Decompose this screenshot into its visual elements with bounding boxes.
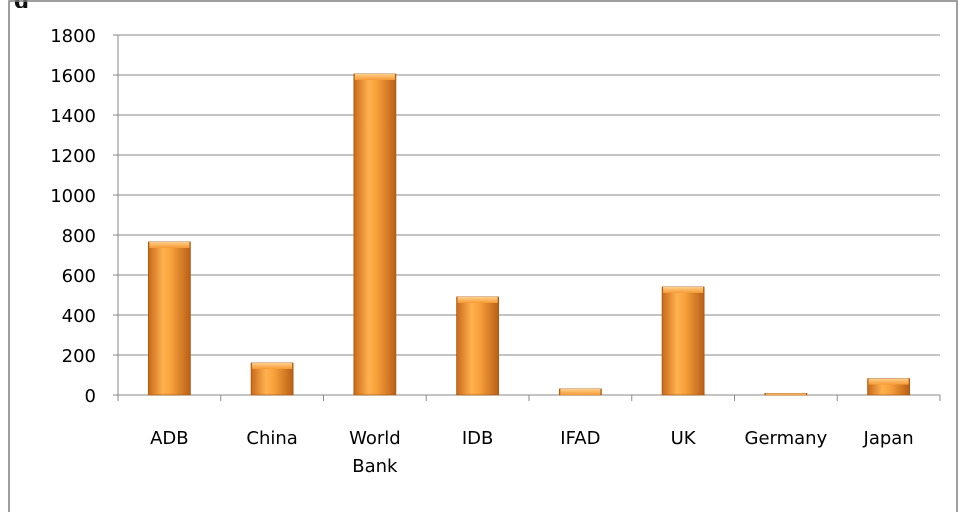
chart-border: [8, 0, 958, 512]
y-tick-label: 1800: [50, 26, 96, 47]
bar-cap: [868, 378, 909, 385]
bar-body: [353, 73, 397, 396]
x-category-label: Germany: [745, 428, 828, 449]
x-category-label: Japan: [863, 428, 914, 449]
bars: [147, 73, 911, 396]
x-category-labels: ADB China World Bank IDB IFAD UK Germany Japan: [150, 428, 914, 477]
bar: [764, 392, 808, 396]
y-tick-label: 1000: [50, 186, 96, 207]
axes: [117, 35, 941, 401]
bar-cap: [354, 74, 395, 80]
bar: [353, 73, 397, 396]
gridlines: [113, 34, 940, 396]
x-category-label: IDB: [462, 428, 494, 449]
y-tick-label: 400: [62, 306, 96, 327]
x-category-label: Bank: [352, 456, 398, 477]
bar: [558, 388, 602, 396]
bar: [250, 362, 294, 396]
bar-cap: [457, 297, 498, 303]
y-tick-label: 1600: [50, 66, 96, 87]
bar-cap: [560, 389, 601, 395]
bar-cap: [765, 393, 806, 395]
bar: [661, 286, 705, 396]
chart-title-fragment: g: [14, 0, 29, 8]
x-category-label: World: [349, 428, 401, 449]
bar-body: [661, 286, 705, 396]
bar-body: [147, 241, 191, 396]
x-category-label: China: [246, 428, 297, 449]
x-category-label: UK: [671, 428, 697, 449]
y-tick-label: 1400: [50, 106, 96, 127]
y-tick-label: 600: [62, 266, 96, 287]
bar-body: [456, 296, 500, 396]
y-tick-labels: 0 200 400 600 800 1000 1200 1400 1600 1800: [50, 26, 96, 407]
x-category-label: ADB: [150, 428, 189, 449]
y-tick-label: 200: [62, 346, 96, 367]
bar-cap: [252, 363, 293, 369]
bar: [147, 241, 191, 396]
bar-cap: [663, 287, 704, 293]
y-tick-label: 800: [62, 226, 96, 247]
bar-cap: [149, 242, 190, 248]
bar: [456, 296, 500, 396]
bar: [867, 378, 911, 396]
x-category-label: IFAD: [560, 428, 600, 449]
y-tick-label: 1200: [50, 146, 96, 167]
y-tick-label: 0: [85, 386, 96, 407]
